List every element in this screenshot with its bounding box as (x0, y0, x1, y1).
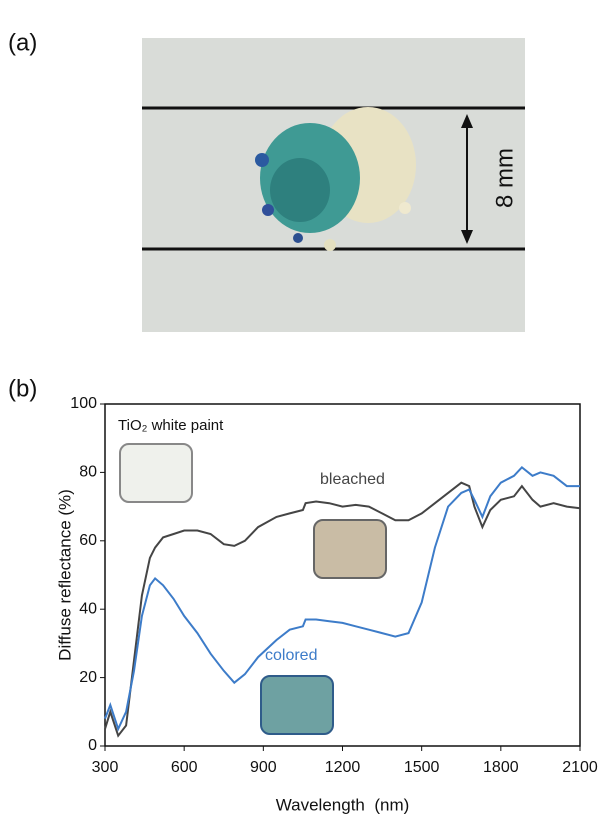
x-tick-label: 300 (92, 759, 119, 776)
y-tick-label: 40 (79, 600, 97, 617)
x-tick-label: 2100 (562, 759, 598, 776)
series-line (104, 465, 580, 732)
y-tick-label: 100 (70, 395, 97, 412)
x-tick-label: 1200 (325, 759, 361, 776)
photo: 8 mm (142, 38, 525, 332)
y-tick-label: 0 (88, 737, 97, 754)
scale-label: 8 mm (491, 148, 518, 208)
y-tick-label: 60 (79, 532, 97, 549)
panel-label: (b) (8, 375, 37, 402)
y-axis-label: Diffuse reflectance (%) (55, 489, 74, 661)
swatches (119, 443, 387, 735)
x-tick-label: 600 (171, 759, 198, 776)
panel-label: (a) (8, 29, 37, 56)
y-tick-label: 20 (79, 669, 97, 686)
annotation: TiO₂ white paint (118, 417, 224, 434)
x-tick-label: 1500 (404, 759, 440, 776)
series-label: colored (265, 647, 317, 664)
x-axis-label: Wavelength (nm) (276, 795, 410, 814)
y-tick-label: 80 (79, 464, 97, 481)
series-line (104, 481, 581, 738)
series-label: bleached (320, 471, 385, 488)
x-tick-label: 900 (250, 759, 277, 776)
x-tick-label: 1800 (483, 759, 519, 776)
